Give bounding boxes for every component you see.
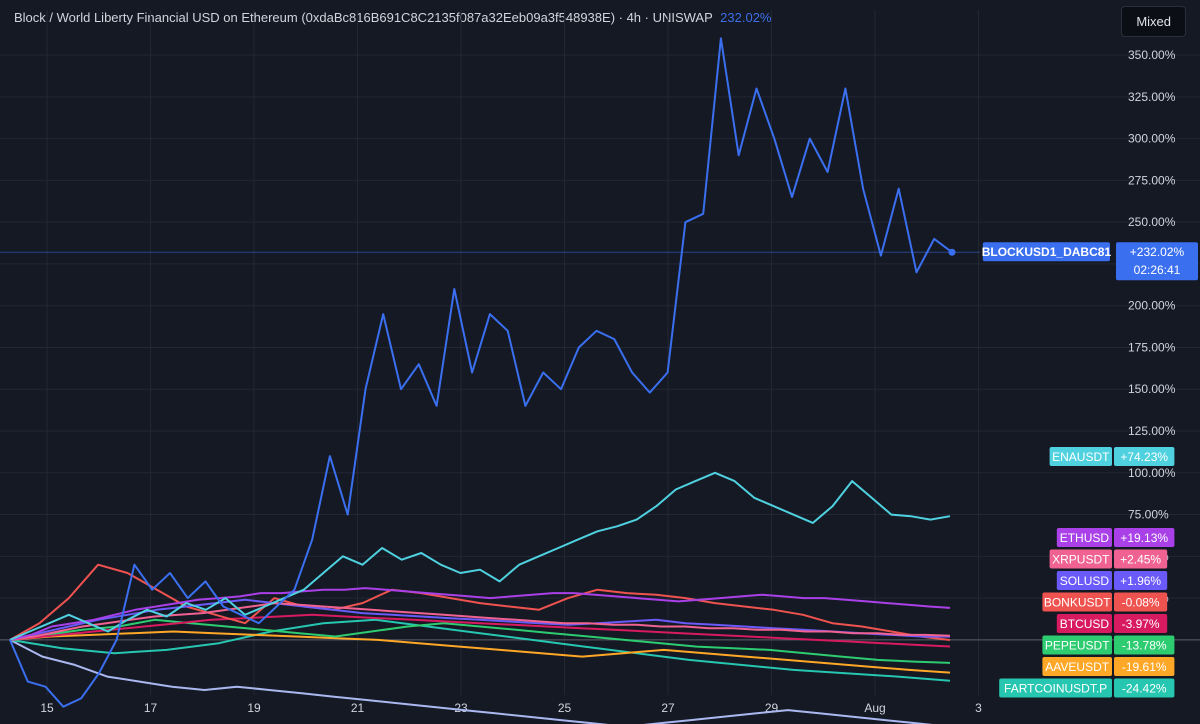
series-tag-value: +19.13%	[1120, 531, 1168, 545]
series-tag-value-bg	[1114, 528, 1175, 547]
y-tick-label: 350.00%	[1128, 48, 1176, 62]
series-line-unlabeled	[9, 639, 933, 724]
series-tag-value-bg	[1114, 447, 1175, 466]
series-tag-name-bg	[1042, 635, 1112, 655]
series-tag-name-bg	[1056, 614, 1112, 633]
series-tag-value: -0.08%	[1122, 596, 1160, 610]
series-tag-name: BLOCKUSD1_DABC81	[982, 245, 1112, 259]
y-tick-label: 100.00%	[1128, 466, 1176, 480]
x-tick-label: 17	[144, 701, 158, 715]
series-tag-value-bg	[1114, 635, 1175, 655]
series-line-btcusd	[9, 613, 951, 648]
series-tag-value: -19.61%	[1122, 660, 1167, 674]
series-line-pepeusdt	[9, 618, 951, 664]
x-tick-label: 3	[975, 701, 982, 715]
series-tag-name-bg	[1056, 571, 1112, 590]
x-tick-label: 21	[351, 701, 365, 715]
series-tag-value: +232.02%	[1130, 245, 1185, 259]
series-tag-name: BTCUSD	[1060, 617, 1110, 631]
series-tag-value-bg	[1116, 242, 1198, 281]
y-tick-label: 250.00%	[1128, 215, 1176, 229]
series-tag-value: -13.78%	[1122, 639, 1167, 653]
x-tick-label: 23	[454, 701, 468, 715]
series-line-solusd	[9, 598, 951, 641]
series-tag-value: -24.42%	[1122, 682, 1167, 696]
series-tag-value: -3.97%	[1122, 617, 1160, 631]
series-tag-name-bg	[1056, 528, 1112, 547]
mode-mixed-button[interactable]: Mixed	[1121, 6, 1186, 37]
y-tick-label: 200.00%	[1128, 299, 1176, 313]
series-line-bonkusdt	[9, 563, 951, 641]
series-tag-name: PEPEUSDT	[1045, 639, 1110, 653]
y-tick-label: 75.00%	[1128, 508, 1169, 522]
x-tick-label: 15	[40, 701, 54, 715]
series-tag-name-bg	[982, 242, 1110, 262]
chart-title-change: 232.02%	[720, 10, 772, 25]
y-tick-label: 300.00%	[1128, 132, 1176, 146]
series-line-aaveusdt	[9, 630, 951, 674]
series-tag-countdown: 02:26:41	[1134, 263, 1181, 277]
y-tick-label: 325.00%	[1128, 90, 1176, 104]
x-tick-label: 19	[247, 701, 261, 715]
series-tag-name: ENAUSDT	[1052, 450, 1110, 464]
series-tag-value-bg	[1114, 592, 1168, 612]
series-tag-value-bg	[1114, 549, 1168, 569]
y-tick-label: 275.00%	[1128, 173, 1176, 187]
y-tick-label: 175.00%	[1128, 340, 1176, 354]
series-tag-value: +1.96%	[1120, 574, 1161, 588]
series-tag-name: AAVEUSDT	[1045, 660, 1109, 674]
series-tag-value-bg	[1114, 571, 1168, 590]
series-tag-value: +74.23%	[1120, 450, 1168, 464]
chart-title: Block / World Liberty Financial USD on E…	[14, 10, 713, 25]
series-tag-name-bg	[1042, 657, 1112, 676]
series-tag-name: ETHUSD	[1060, 531, 1110, 545]
series-line-ethusd	[9, 587, 951, 641]
x-tick-label: 27	[661, 701, 675, 715]
series-tag-value-bg	[1114, 657, 1175, 676]
series-tag-name-bg	[1049, 549, 1112, 569]
main-series-endpoint	[948, 248, 956, 256]
series-tag-name: BONKUSDT	[1044, 596, 1111, 610]
series-line-fartcoinusdt-p	[9, 618, 951, 682]
series-tag-name: XRPUSDT	[1052, 553, 1110, 567]
series-tag-value-bg	[1114, 614, 1168, 633]
series-tag-name: FARTCOINUSDT.P	[1004, 682, 1107, 696]
series-line-enausdt	[9, 471, 951, 641]
series-tag-value: +2.45%	[1120, 553, 1161, 567]
chart-title-bar: Block / World Liberty Financial USD on E…	[14, 10, 772, 25]
x-tick-label: Aug	[864, 701, 885, 715]
series-tag-name-bg	[1049, 447, 1112, 466]
x-tick-label: 25	[558, 701, 572, 715]
series-tag-name-bg	[1042, 592, 1112, 612]
series-tag-name: SOLUSD	[1060, 574, 1110, 588]
y-tick-label: 125.00%	[1128, 424, 1176, 438]
series-tag-value-bg	[1114, 678, 1175, 698]
y-tick-label: 150.00%	[1128, 382, 1176, 396]
series-line-blockusd1-dabc81	[9, 37, 953, 708]
series-tag-name-bg	[999, 678, 1112, 698]
